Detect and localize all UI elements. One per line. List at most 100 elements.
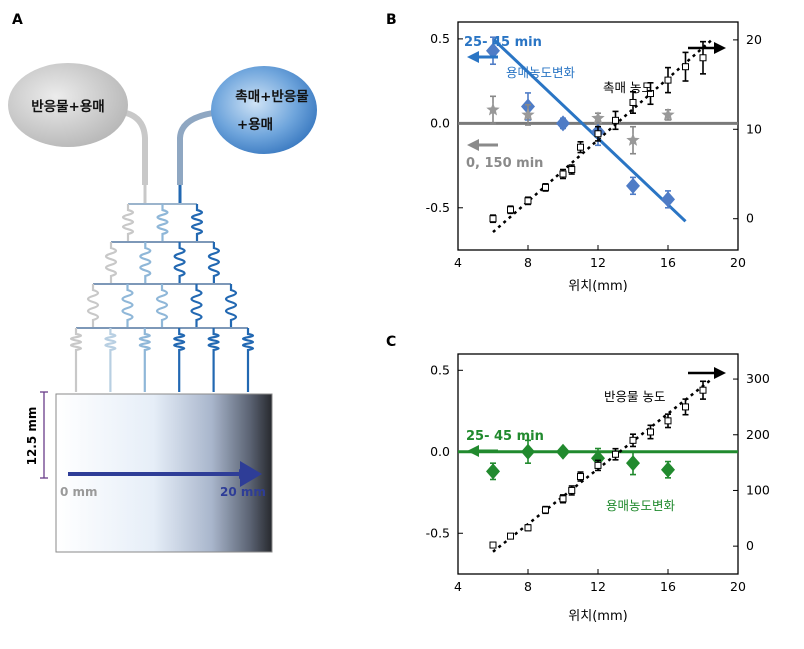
x-tick-label: 20 <box>730 579 746 594</box>
x-tick-label: 16 <box>660 579 676 594</box>
mixer-serpentine-channel <box>69 328 83 392</box>
diamond-point <box>626 455 640 472</box>
square-point <box>594 130 602 138</box>
diamond-point <box>626 177 640 194</box>
square-point <box>577 473 584 481</box>
diamond-point <box>556 443 570 460</box>
mixer-serpentine-channel <box>156 204 169 242</box>
mixer-serpentine-channel <box>241 328 255 392</box>
square-point <box>682 63 689 71</box>
star-point <box>626 133 640 146</box>
mixer-serpentine-channel <box>138 328 151 392</box>
chart-c-reactant-label: 반응물 농도 <box>604 389 665 404</box>
x-tick-label: 8 <box>524 255 532 270</box>
mixer-serpentine-channel <box>190 284 203 328</box>
chart-b-left-arrow-blue-head <box>467 51 479 63</box>
chart-b-time-label-gray: 0, 150 min <box>466 156 543 171</box>
square-point <box>489 541 497 549</box>
diamond-point <box>661 191 675 208</box>
mixer-serpentine-channel <box>173 242 186 284</box>
right-bubble-line1: 촉매+반응물 <box>235 88 308 105</box>
square-point <box>559 170 567 178</box>
chart-b-solvent-label: 용매농도변화 <box>506 65 576 80</box>
chart-c-left-arrow-head <box>467 445 479 457</box>
diamond-point <box>661 461 675 478</box>
square-point <box>577 143 584 151</box>
x-tick-label: 4 <box>454 255 462 270</box>
right-bubble-line2: +용매 <box>237 117 273 133</box>
mixer-serpentine-channel <box>104 242 118 284</box>
x-tick-label: 16 <box>660 255 676 270</box>
square-point <box>524 524 532 532</box>
square-point <box>594 461 602 469</box>
chart-b: 4 8 12 16 20 0.5 0.0 -0.5 20 10 0 <box>426 31 762 270</box>
y-left-tick-label: 0.5 <box>430 31 450 46</box>
y-right-tick-label: 20 <box>746 32 762 47</box>
square-point <box>699 386 707 394</box>
square-point <box>612 116 619 124</box>
mixer-serpentine-channel <box>155 284 169 328</box>
diamond-point <box>486 463 500 480</box>
x-tick-label: 4 <box>454 579 462 594</box>
chart-b-left-arrow-gray-head <box>467 139 479 151</box>
chart-b-xlabel: 위치(mm) <box>568 279 627 294</box>
diamond-point <box>486 42 500 59</box>
panel-a-label: A <box>12 12 23 28</box>
mixer-serpentine-channel <box>224 284 238 328</box>
x-tick-label: 8 <box>524 579 532 594</box>
arrow-start-label: 0 mm <box>60 485 98 499</box>
chart-b-catalyst-label: 촉매 농도 <box>603 80 653 95</box>
panel-c: C 4 8 12 16 20 0.5 0.0 -0.5 300 200 100 0 위치(mm) 25… <box>386 334 770 624</box>
square-point <box>489 215 497 223</box>
chart-c-xlabel: 위치(mm) <box>568 609 627 624</box>
square-point <box>542 183 549 191</box>
diamond-point <box>556 115 570 132</box>
chart-b-right-arrow-head <box>714 42 726 54</box>
y-right-tick-label: 10 <box>746 121 762 136</box>
square-point <box>647 90 654 98</box>
y-left-tick-label: 0.0 <box>430 115 450 130</box>
gradient-mixer-network <box>69 185 255 392</box>
catalyst-reactant-bubble <box>211 66 317 154</box>
square-point <box>559 495 567 503</box>
square-point <box>699 54 707 62</box>
x-tick-label: 12 <box>590 255 606 270</box>
mixer-serpentine-channel <box>104 328 117 392</box>
star-point <box>486 102 500 116</box>
left-bubble-label: 반응물+용매 <box>31 98 104 115</box>
chart-c: 4 8 12 16 20 0.5 0.0 -0.5 300 200 100 0 <box>426 362 770 594</box>
y-right-tick-label: 100 <box>746 482 770 497</box>
square-point <box>542 506 549 514</box>
star-point <box>591 111 605 124</box>
mixer-serpentine-channel <box>190 204 204 242</box>
square-point <box>682 403 689 411</box>
y-left-tick-label: 0.0 <box>430 444 450 459</box>
x-tick-label: 12 <box>590 579 606 594</box>
y-right-tick-label: 0 <box>746 538 754 553</box>
square-point <box>612 450 619 458</box>
scale-bar-label: 12.5 mm <box>25 407 39 466</box>
x-tick-label: 20 <box>730 255 746 270</box>
y-left-tick-label: 0.5 <box>430 362 450 377</box>
square-point <box>629 436 637 444</box>
position-arrow-head <box>240 461 262 487</box>
y-right-tick-label: 200 <box>746 427 770 442</box>
mixer-serpentine-channel <box>121 204 135 242</box>
star-point <box>521 107 535 121</box>
arrow-end-label: 20 mm <box>220 485 266 499</box>
square-point <box>664 76 672 84</box>
panel-c-label: C <box>386 334 396 350</box>
square-point <box>647 428 654 436</box>
mixer-serpentine-channel <box>86 284 100 328</box>
mixer-serpentine-channel <box>121 284 134 328</box>
gray-inlet-tube <box>121 109 148 185</box>
mixer-serpentine-channel <box>207 242 221 284</box>
reactant-solvent-bubble <box>8 63 128 147</box>
square-point <box>629 98 637 106</box>
panel-b: B 4 8 12 16 20 0.5 0.0 -0.5 20 10 0 위치(mm) 25- 45 … <box>386 12 762 294</box>
y-right-tick-label: 0 <box>746 211 754 226</box>
mixer-serpentine-channel <box>173 328 186 392</box>
panel-a: A 반응물+용매 촉매+반응물 +용매 0 mm 20 mm 12.5 mm <box>8 12 317 553</box>
diamond-point <box>521 443 535 460</box>
